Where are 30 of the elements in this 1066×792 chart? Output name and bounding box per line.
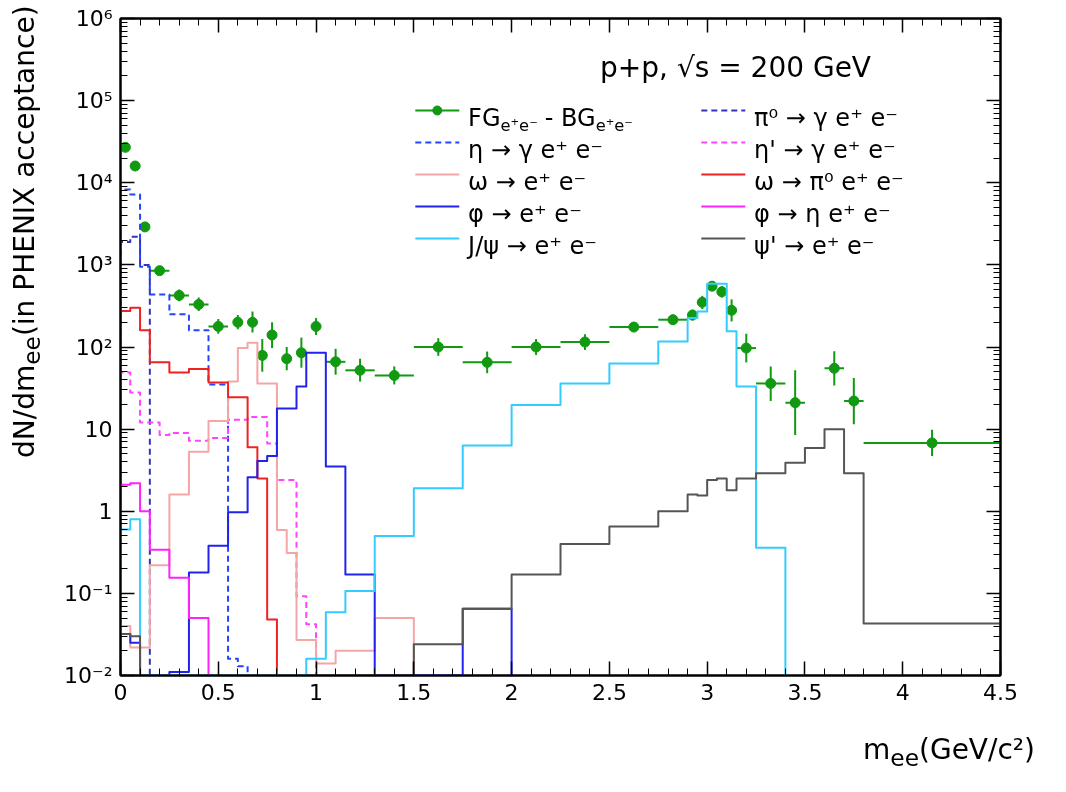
legend-label: J/ψ → e⁺ e⁻: [466, 232, 597, 261]
legend-label: η → γ e⁺ e⁻: [468, 136, 604, 165]
legend-label: φ → η e⁺ e⁻: [754, 200, 891, 229]
x-tick-label: 0.5: [200, 679, 236, 705]
y-tick-label: 10⁶: [75, 6, 113, 31]
x-tick-label: 3.5: [787, 679, 823, 705]
y-tick-label: 10⁴: [75, 170, 113, 196]
x-tick-label: 1: [309, 679, 324, 705]
y-tick-label: 10⁵: [75, 88, 113, 114]
y-tick-label: 10³: [75, 252, 113, 278]
y-tick-label: 10: [84, 416, 113, 442]
legend-label: ω → π⁰ e⁺ e⁻: [754, 168, 904, 197]
x-tick-label: 2.5: [591, 679, 627, 705]
legend-label: φ → e⁺ e⁻: [468, 200, 582, 229]
y-tick-label: 1: [98, 498, 113, 524]
text: p+p, √s = 200 GeV: [600, 51, 872, 85]
legend-label: ω → e⁺ e⁻: [468, 168, 587, 197]
x-tick-label: 2: [504, 679, 519, 705]
x-tick-label: 4.5: [983, 679, 1019, 705]
x-tick-label: 0: [113, 679, 128, 705]
x-tick-label: 3: [700, 679, 715, 705]
legend-label: π⁰ → γ e⁺ e⁻: [754, 104, 898, 133]
y-tick-label: 10⁻¹: [64, 580, 113, 606]
y-tick-label: 10⁻²: [64, 663, 113, 688]
legend-label: η' → γ e⁺ e⁻: [754, 136, 896, 165]
x-tick-label: 1.5: [396, 679, 432, 705]
x-tick-label: 4: [895, 679, 910, 705]
y-tick-label: 10²: [75, 334, 113, 360]
x-axis-title: m$_{ee}$(GeV/c²): [863, 732, 1035, 774]
legend-label: ψ' → e⁺ e⁻: [754, 232, 875, 261]
